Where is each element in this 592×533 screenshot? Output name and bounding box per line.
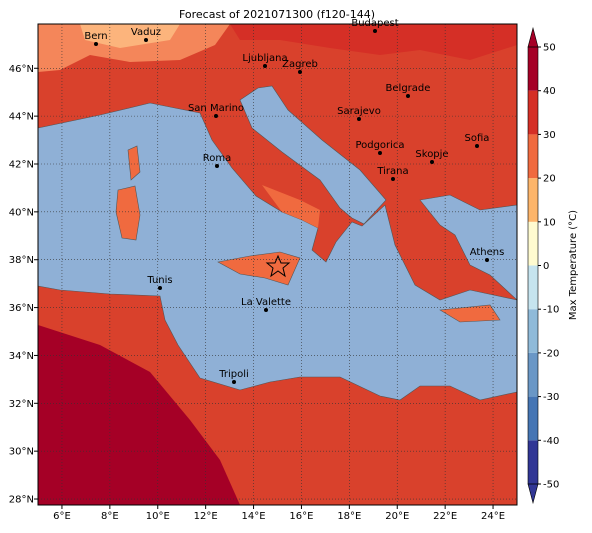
y-tick-label: 46°N (9, 64, 34, 75)
colorbar-band (528, 47, 538, 91)
colorbar-band (528, 396, 538, 441)
colorbar-band (528, 221, 538, 266)
x-tick-label: 22°E (433, 511, 457, 522)
crete (439, 304, 501, 323)
city-dot (94, 42, 98, 46)
city-dot (378, 151, 382, 155)
colorbar-tick-label: -10 (543, 305, 559, 316)
y-tick-label: 34°N (9, 351, 34, 362)
city-label: Tirana (376, 166, 408, 177)
italy-south (262, 185, 320, 228)
x-tick-label: 18°E (337, 511, 361, 522)
desert-hot (38, 325, 240, 505)
city-label: Belgrade (386, 83, 431, 94)
land-cooler (80, 24, 180, 48)
city-label: Zagreb (282, 59, 318, 70)
colorbar-band (528, 309, 538, 353)
colorbar-band (528, 352, 538, 397)
colorbar-tick-label: 40 (543, 86, 556, 97)
y-tick-label: 36°N (9, 303, 34, 314)
x-tick-label: 20°E (385, 511, 409, 522)
y-tick-label: 38°N (9, 255, 34, 266)
y-tick-label: 30°N (9, 447, 34, 458)
y-tick-label: 28°N (9, 495, 34, 506)
city-label: Roma (203, 153, 232, 164)
x-tick-label: 12°E (194, 511, 218, 522)
city-label: Sarajevo (337, 106, 381, 117)
city-dot (406, 94, 410, 98)
city-label: Tripoli (218, 369, 249, 380)
city-label: Skopje (415, 149, 448, 160)
colorbar-extend-bottom (527, 483, 539, 505)
colorbar-band (528, 265, 538, 310)
grid (34, 24, 517, 509)
x-tick-label: 16°E (289, 511, 313, 522)
city-dot (373, 29, 377, 33)
city-dot (475, 144, 479, 148)
colorbar-tick-label: -50 (543, 480, 559, 491)
colorbar: -50 -40 -30 -20 -10 0 10 20 30 40 50 (527, 26, 559, 505)
city-dot (144, 38, 148, 42)
city-dot (391, 177, 395, 181)
city-label: La Valette (241, 297, 291, 308)
colorbar-band (528, 134, 538, 179)
map-title: Forecast of 2021071300 (f120-144) (179, 8, 375, 21)
city-dot (215, 164, 219, 168)
x-tick-label: 14°E (242, 511, 266, 522)
city-dot (485, 258, 489, 262)
star-marker (265, 254, 291, 278)
city-dot (298, 70, 302, 74)
colorbar-tick-label: 10 (543, 217, 556, 228)
colorbar-tick-label: 20 (543, 174, 556, 185)
colorbar-label: Max Temperature (°C) (568, 210, 579, 320)
corsica (127, 145, 141, 181)
city-label: Sofia (465, 133, 490, 144)
colorbar-tick-label: 0 (543, 261, 549, 272)
city-label: San Marino (188, 103, 244, 114)
y-tick-label: 40°N (9, 207, 34, 218)
city-dot (357, 117, 361, 121)
city-label: Tunis (146, 275, 172, 286)
colorbar-tick-label: 30 (543, 130, 556, 141)
city-dot (264, 308, 268, 312)
y-tick-label: 32°N (9, 399, 34, 410)
y-tick-label: 44°N (9, 112, 34, 123)
map-frame (37, 23, 518, 506)
colorbar-band (528, 178, 538, 222)
colorbar-tick-label: -30 (543, 392, 559, 403)
x-tick-label: 10°E (146, 511, 170, 522)
colorbar-tick-label: -40 (543, 436, 559, 447)
colorbar-tick-label: 50 (543, 43, 556, 54)
city-label: Ljubljana (242, 53, 287, 64)
city-dot (263, 64, 267, 68)
x-tick-label: 24°E (481, 511, 505, 522)
city-label: Vaduz (131, 27, 161, 38)
city-dot (158, 286, 162, 290)
city-dot (430, 160, 434, 164)
city-dot (232, 380, 236, 384)
colorbar-band (528, 440, 538, 484)
colorbar-extend-top (527, 26, 539, 48)
x-tick-label: 6°E (53, 511, 71, 522)
city-label: Podgorica (355, 140, 404, 151)
x-tick-label: 8°E (101, 511, 119, 522)
y-tick-label: 42°N (9, 159, 34, 170)
city-label: Bern (84, 31, 107, 42)
city-label: Athens (470, 247, 505, 258)
colorbar-band (528, 90, 538, 135)
colorbar-tick-label: -20 (543, 348, 559, 359)
city-dot (214, 114, 218, 118)
